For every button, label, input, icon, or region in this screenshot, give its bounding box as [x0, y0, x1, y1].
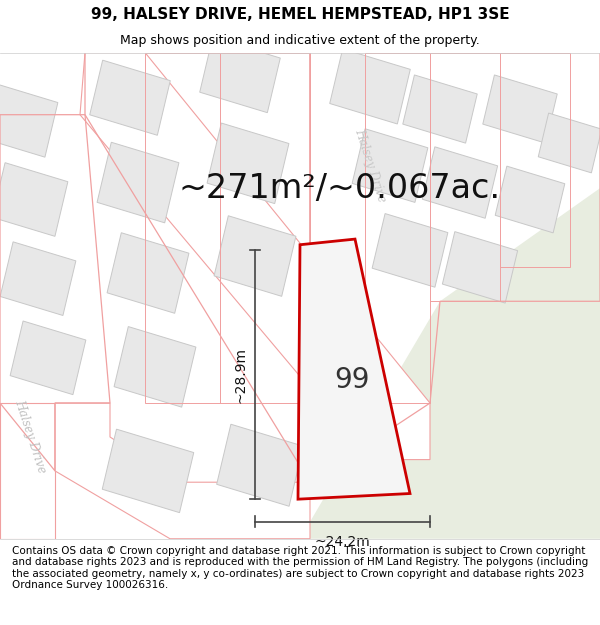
Polygon shape: [97, 142, 179, 223]
Polygon shape: [200, 38, 280, 112]
Polygon shape: [330, 49, 410, 124]
Polygon shape: [90, 60, 170, 135]
Text: Contains OS data © Crown copyright and database right 2021. This information is : Contains OS data © Crown copyright and d…: [12, 546, 588, 591]
Polygon shape: [483, 75, 557, 143]
Text: Halsey Drive: Halsey Drive: [352, 127, 388, 204]
Polygon shape: [495, 166, 565, 233]
Text: ~271m²/~0.067ac.: ~271m²/~0.067ac.: [179, 172, 501, 205]
Polygon shape: [352, 129, 428, 202]
Text: ~28.9m: ~28.9m: [234, 347, 248, 403]
Polygon shape: [207, 123, 289, 204]
Polygon shape: [372, 214, 448, 288]
Polygon shape: [403, 75, 477, 143]
Polygon shape: [107, 232, 189, 313]
Polygon shape: [298, 239, 410, 499]
Polygon shape: [0, 403, 55, 539]
Polygon shape: [0, 162, 68, 236]
Polygon shape: [538, 113, 600, 173]
Polygon shape: [300, 188, 600, 539]
Polygon shape: [217, 424, 304, 506]
Polygon shape: [10, 321, 86, 394]
Polygon shape: [114, 327, 196, 407]
Text: 99, HALSEY DRIVE, HEMEL HEMPSTEAD, HP1 3SE: 99, HALSEY DRIVE, HEMEL HEMPSTEAD, HP1 3…: [91, 8, 509, 22]
Text: ~24.2m: ~24.2m: [314, 535, 370, 549]
Polygon shape: [442, 232, 518, 303]
Polygon shape: [422, 147, 497, 218]
Text: Map shows position and indicative extent of the property.: Map shows position and indicative extent…: [120, 34, 480, 48]
Polygon shape: [102, 429, 194, 512]
Text: Halsey Drive: Halsey Drive: [12, 399, 48, 476]
Polygon shape: [80, 52, 430, 459]
Polygon shape: [0, 242, 76, 316]
Text: 99: 99: [334, 366, 370, 394]
Polygon shape: [214, 216, 296, 296]
Polygon shape: [0, 84, 58, 157]
Polygon shape: [55, 403, 310, 539]
